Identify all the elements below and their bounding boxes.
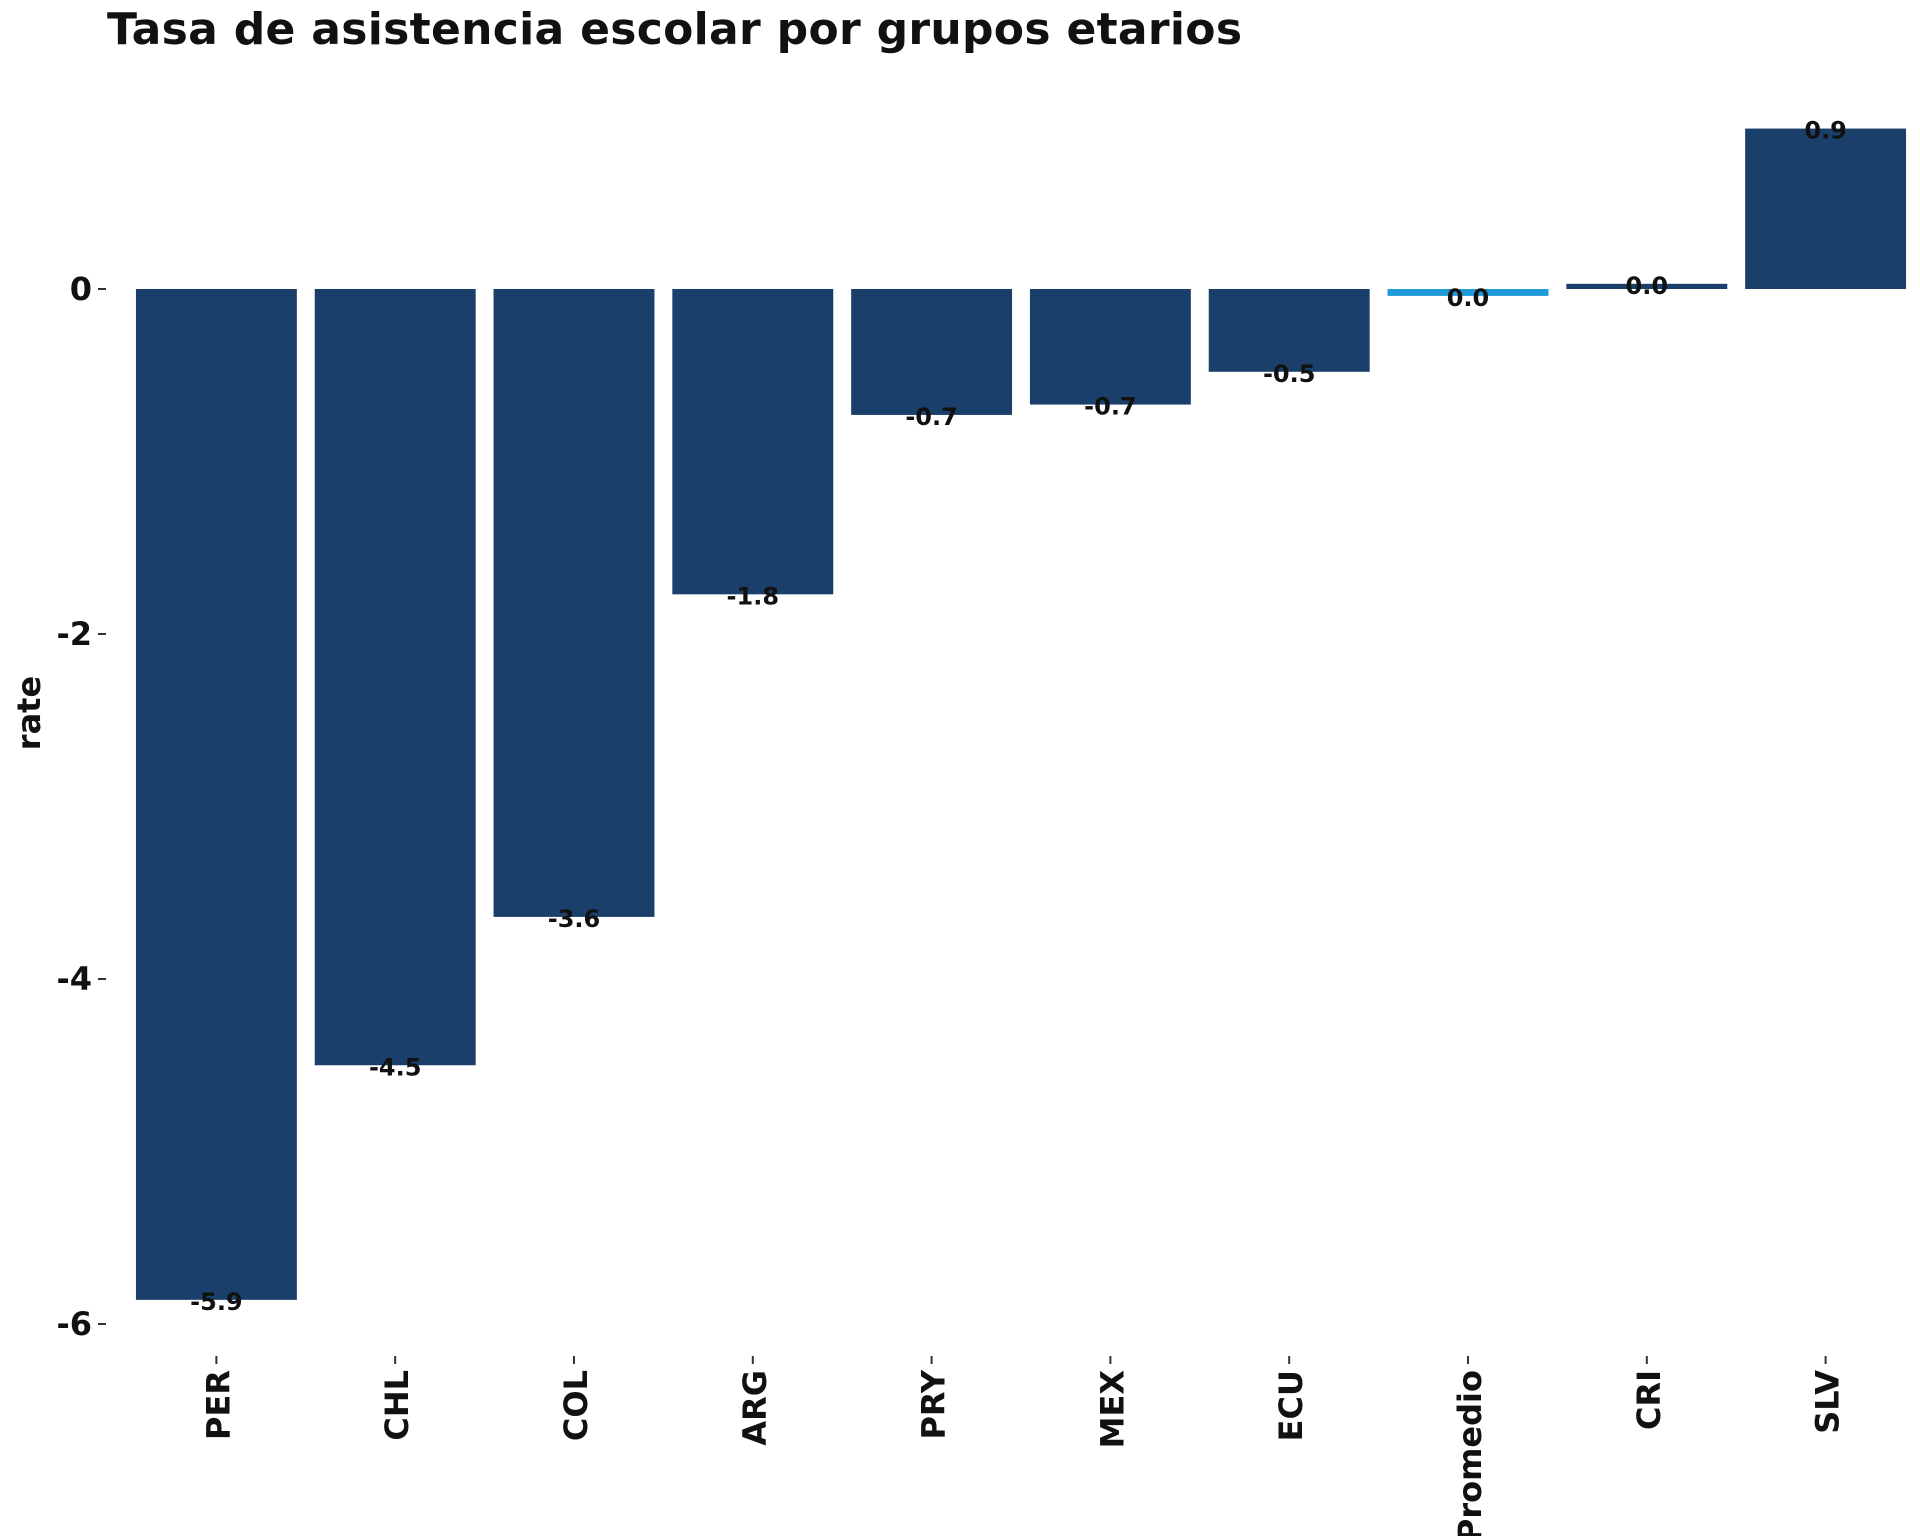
y-tick-label: -4 xyxy=(56,960,92,998)
bars xyxy=(135,128,1907,1300)
data-label-mex: -0.7 xyxy=(1084,393,1136,421)
y-axis: 0 -2 -4 -6 xyxy=(56,270,106,1343)
data-label-slv: 0.9 xyxy=(1804,117,1847,145)
data-label-ecu: -0.5 xyxy=(1263,360,1315,388)
bar-arg xyxy=(672,289,834,595)
x-tick-label-per: PER xyxy=(199,1370,237,1440)
data-label-promedio: 0.0 xyxy=(1447,284,1490,312)
bar-ecu xyxy=(1208,289,1370,372)
data-label-chl: -4.5 xyxy=(369,1053,421,1081)
bar-per xyxy=(135,289,297,1300)
bar-promedio xyxy=(1387,289,1549,296)
x-tick-label-arg: ARG xyxy=(736,1370,774,1446)
x-axis: PER CHL COL ARG PRY MEX ECU Promedio CRI SLV xyxy=(199,1356,1847,1536)
x-tick-label-chl: CHL xyxy=(378,1370,416,1441)
x-tick-label-slv: SLV xyxy=(1809,1370,1847,1434)
y-axis-label: rate xyxy=(10,676,48,750)
bar-cri xyxy=(1566,283,1728,289)
bar-slv xyxy=(1745,128,1907,289)
y-tick-label: -2 xyxy=(56,615,92,653)
x-tick-label-mex: MEX xyxy=(1093,1370,1131,1449)
x-tick-label-ecu: ECU xyxy=(1272,1370,1310,1441)
bar-pry xyxy=(851,289,1013,415)
x-tick-label-cri: CRI xyxy=(1630,1370,1668,1430)
data-label-pry: -0.7 xyxy=(905,403,957,431)
x-tick-label-pry: PRY xyxy=(915,1369,953,1439)
data-label-arg: -1.8 xyxy=(727,582,779,610)
data-labels: -5.9 -4.5 -3.6 -1.8 -0.7 -0.7 -0.5 0.0 0.0 0.9 xyxy=(190,117,1847,1316)
bar-mex xyxy=(1029,289,1191,405)
x-tick-label-col: COL xyxy=(557,1370,595,1441)
y-tick-label: 0 xyxy=(70,270,92,308)
data-label-per: -5.9 xyxy=(190,1288,242,1316)
chart-title: Tasa de asistencia escolar por grupos et… xyxy=(107,4,1243,55)
y-tick-label: -6 xyxy=(56,1305,92,1343)
data-label-col: -3.6 xyxy=(548,905,600,933)
x-tick-label-promedio: Promedio xyxy=(1451,1370,1489,1536)
bar-chl xyxy=(314,289,476,1066)
data-label-cri: 0.0 xyxy=(1626,272,1669,300)
bar-col xyxy=(493,289,655,917)
